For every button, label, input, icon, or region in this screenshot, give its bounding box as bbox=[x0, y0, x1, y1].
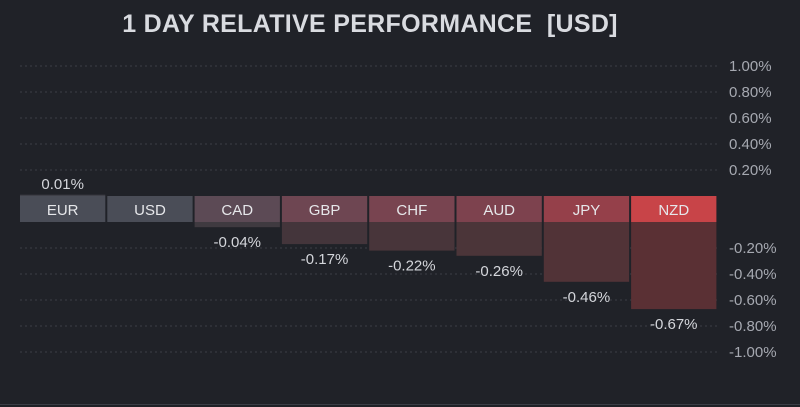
y-tick-label: -0.80% bbox=[729, 318, 777, 335]
currency-label: CAD bbox=[221, 202, 253, 219]
currency-tile bbox=[194, 196, 280, 222]
currency-tile bbox=[281, 196, 368, 222]
performance-bar bbox=[281, 222, 368, 245]
data-label: -0.46% bbox=[563, 289, 611, 306]
currency-tile bbox=[456, 196, 542, 222]
performance-bar bbox=[543, 222, 630, 282]
currency-label: JPY bbox=[573, 202, 601, 219]
performance-bar bbox=[194, 222, 280, 228]
currency-tile bbox=[107, 196, 193, 222]
currency-label: EUR bbox=[47, 202, 79, 219]
currency-tile bbox=[543, 196, 630, 222]
performance-bar bbox=[631, 222, 717, 310]
currency-label: USD bbox=[134, 202, 166, 219]
y-tick-label: -0.40% bbox=[729, 266, 777, 283]
currency-label: CHF bbox=[396, 202, 427, 219]
currency-label: GBP bbox=[309, 202, 341, 219]
currency-label: AUD bbox=[483, 202, 515, 219]
data-label: -0.67% bbox=[650, 316, 698, 333]
chart-title: 1 DAY RELATIVE PERFORMANCE [USD] bbox=[122, 10, 618, 38]
performance-bar bbox=[456, 222, 542, 256]
y-tick-label: 0.40% bbox=[729, 136, 772, 153]
performance-bar bbox=[369, 222, 455, 251]
y-tick-label: 0.60% bbox=[729, 110, 772, 127]
y-tick-label: -0.20% bbox=[729, 240, 777, 257]
y-tick-label: 0.20% bbox=[729, 162, 772, 179]
currency-tile bbox=[369, 196, 455, 222]
currency-label: NZD bbox=[658, 202, 689, 219]
data-label: -0.04% bbox=[213, 234, 261, 251]
y-tick-label: 1.00% bbox=[729, 58, 772, 75]
data-label: 0.01% bbox=[41, 176, 84, 193]
performance-bar bbox=[20, 194, 106, 196]
data-label: -0.22% bbox=[388, 258, 436, 275]
y-tick-label: 0.80% bbox=[729, 84, 772, 101]
data-label: -0.26% bbox=[475, 263, 523, 280]
y-tick-label: -1.00% bbox=[729, 344, 777, 361]
data-label: -0.17% bbox=[301, 251, 349, 268]
currency-tile bbox=[20, 196, 106, 222]
y-tick-label: -0.60% bbox=[729, 292, 777, 309]
currency-tile bbox=[631, 196, 717, 222]
